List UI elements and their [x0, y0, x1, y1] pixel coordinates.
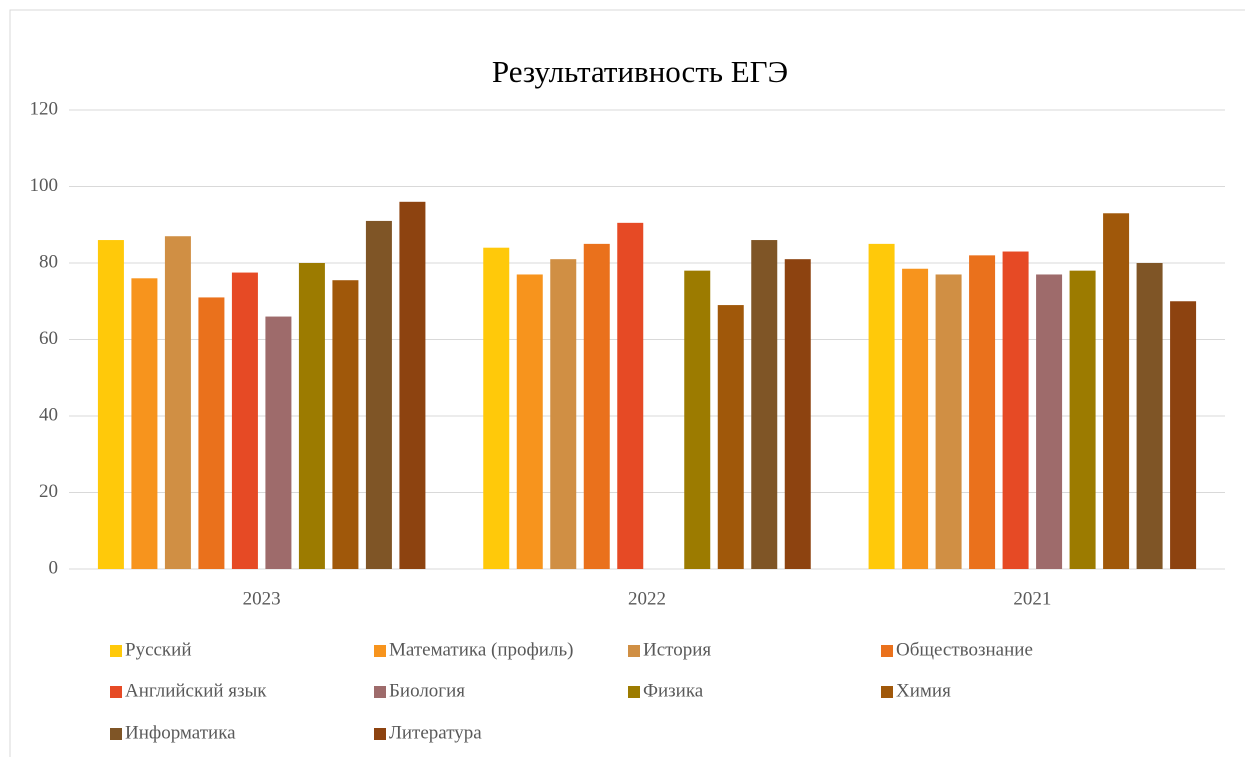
bar [751, 240, 778, 570]
bar [97, 240, 124, 570]
chart-title: Результативность ЕГЭ [492, 54, 788, 89]
bar [483, 247, 510, 569]
legend-label: Английский язык [125, 680, 267, 701]
x-tick-label: 2021 [1013, 588, 1051, 609]
legend-label: Обществознание [896, 639, 1033, 660]
bar [131, 278, 158, 569]
bar [1136, 263, 1163, 569]
legend-swatch [881, 686, 893, 698]
bar [583, 243, 610, 569]
legend-label: Информатика [125, 722, 236, 743]
legend-label: Русский [125, 639, 192, 660]
legend-label: Биология [389, 680, 465, 701]
legend-swatch [110, 686, 122, 698]
legend-label: Физика [643, 680, 704, 701]
legend-swatch [628, 686, 640, 698]
bar [231, 272, 258, 569]
y-tick-label: 80 [39, 251, 58, 272]
y-tick-label: 100 [30, 175, 59, 196]
bar [969, 255, 996, 569]
bar [298, 263, 325, 569]
bar [1069, 270, 1096, 569]
legend-swatch [110, 645, 122, 657]
bar [399, 201, 426, 570]
bar [717, 305, 744, 569]
bar [1002, 251, 1029, 569]
legend-label: Математика (профиль) [389, 639, 573, 660]
bar [1170, 301, 1197, 569]
legend-swatch [374, 686, 386, 698]
legend-swatch [374, 645, 386, 657]
x-tick-label: 2022 [628, 588, 666, 609]
y-tick-label: 120 [30, 98, 59, 119]
bar [365, 220, 392, 570]
y-tick-label: 40 [39, 404, 58, 425]
bar [1036, 274, 1063, 569]
bar [265, 316, 292, 569]
y-tick-label: 20 [39, 481, 58, 502]
bar [332, 280, 359, 569]
bar [868, 243, 895, 569]
bar [684, 270, 711, 569]
bar [935, 274, 962, 569]
legend-swatch [628, 645, 640, 657]
legend-swatch [110, 728, 122, 740]
x-tick-label: 2023 [243, 588, 281, 609]
bar [902, 268, 929, 569]
bar [164, 236, 191, 569]
bar [516, 274, 543, 569]
legend-swatch [881, 645, 893, 657]
legend-swatch [374, 728, 386, 740]
legend-label: Химия [896, 680, 951, 701]
bar [550, 259, 577, 569]
legend-label: История [643, 639, 711, 660]
bar [1103, 213, 1130, 569]
legend-label: Литература [389, 722, 482, 743]
bar [198, 297, 225, 569]
bar [617, 222, 644, 569]
y-tick-label: 0 [49, 557, 59, 578]
bar [784, 259, 811, 569]
y-tick-label: 60 [39, 328, 58, 349]
